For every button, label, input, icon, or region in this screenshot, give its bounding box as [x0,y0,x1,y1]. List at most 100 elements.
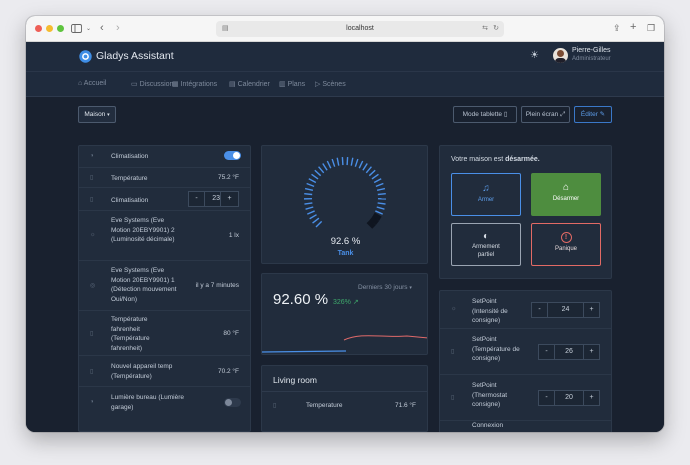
share-icon[interactable]: ⇪ [613,23,621,33]
gauge-tick [318,166,325,174]
setpoint-value[interactable]: 20 [554,390,584,406]
setpoint-row: ▯ SetPoint (Thermostat consigne) - 20 + [440,375,611,421]
user-name[interactable]: Pierre-Gilles [572,47,611,54]
nav-scenes[interactable]: ▷ Scènes [315,81,346,88]
setpoint-increment-button[interactable]: + [583,344,600,360]
gauge-tick [315,220,323,228]
gauge-tick [306,182,315,188]
period-select[interactable]: Derniers 30 jours ▾ [358,284,412,291]
setpoint-row: Connexion [472,422,504,429]
trend-change: 326% ↗ [333,299,359,306]
url-text: localhost [346,25,374,32]
avatar[interactable] [553,48,568,63]
nav-plans[interactable]: ▥ Plans [279,81,306,88]
house-select[interactable]: Maison ▾ [78,106,116,123]
nav-integrations[interactable]: ▦ Intégrations [172,81,218,88]
device-row: ▯ Température 75.2 °F [79,168,250,188]
toggle-icon: ◑ [90,153,94,159]
calendar-icon: ▤ [229,81,236,88]
gauge-tick [372,212,382,221]
home-icon: ⌂ [78,80,83,87]
climatisation-decrement-button[interactable]: - [188,191,205,207]
expand-icon: ⤢ [560,111,566,118]
user-role: Administrateur [572,56,611,62]
house-icon: ⌂ [562,182,570,193]
tab-overview-icon[interactable]: ❐ [647,23,656,33]
minimize-window-button[interactable] [46,25,53,32]
browser-toolbar: ⌄ ‹ › ▤ localhost ⇆ ↻ ⇪ + ❐ [26,16,664,42]
panic-button[interactable]: ! Panique [531,223,601,266]
translate-icon[interactable]: ⇆ [482,25,488,32]
fullscreen-button[interactable]: Plein écran ⤢ [521,106,570,123]
setpoint-decrement-button[interactable]: - [531,302,548,318]
light-sensor-icon: ☼ [90,232,96,238]
nav-calendrier[interactable]: ▤ Calendrier [229,81,270,88]
app-title[interactable]: Gladys Assistant [96,50,174,62]
intensity-icon: ☼ [451,306,457,312]
setpoint-value[interactable]: 26 [554,344,584,360]
device-row: ▯ Climatisation - 23 + [79,188,250,211]
gauge-tick [368,169,376,177]
reload-icon[interactable]: ↻ [493,25,499,32]
address-bar[interactable]: ▤ localhost ⇆ ↻ [216,21,504,37]
gauge-tick [373,178,382,184]
main-nav: ⌂ Accueil ▭ Discussion ▦ Intégrations ▤ … [26,72,664,97]
gauge-tick [341,157,344,166]
setpoint-decrement-button[interactable]: - [538,390,555,406]
gauge-tick [326,160,332,169]
setpoint-increment-button[interactable]: + [583,302,600,318]
nav-discussion[interactable]: ▭ Discussion [131,81,174,88]
back-arrow-icon[interactable]: ‹ [100,22,104,34]
gauge-tick [314,169,322,177]
sensor-label: Temperature [306,402,343,409]
thermometer-icon: ▯ [90,331,94,337]
trend-card: 92.60 % 326% ↗ Derniers 30 jours ▾ [261,273,428,355]
partial-arm-button[interactable]: ◐ Armement partiel [451,223,521,266]
sidebar-toggle-icon[interactable] [71,24,82,33]
setpoints-card: ☼ SetPoint (Intensité de consigne) - 24 … [439,290,612,432]
gauge-tick [366,219,376,229]
setpoint-row: ☼ SetPoint (Intensité de consigne) - 24 … [440,291,611,329]
gauge-tick [307,210,315,215]
setpoint-decrement-button[interactable]: - [538,344,555,360]
gauge-tick [375,182,384,188]
disarm-button[interactable]: ⌂ Désarmer [531,173,601,216]
forward-arrow-icon[interactable]: › [116,22,120,34]
climatisation-increment-button[interactable]: + [220,191,239,207]
device-row: ☼ Eve Systems (Eve Motion 20EBY9901) 2 (… [79,211,250,261]
chevron-down-icon[interactable]: ⌄ [86,26,92,32]
theme-sun-icon[interactable]: ☀ [530,50,539,61]
edit-icon: ✎ [599,111,606,118]
setpoint-value[interactable]: 24 [547,302,584,318]
browser-window: ⌄ ‹ › ▤ localhost ⇆ ↻ ⇪ + ❐ Gladys Assis… [26,16,664,432]
motion-sensor-icon: ◎ [90,283,96,289]
gauge-tick [365,166,372,174]
gauge-tick [377,202,386,205]
light-icon: ◑ [90,399,94,405]
sensor-value: 71.6 °F [394,402,416,409]
close-window-button[interactable] [35,25,42,32]
edit-button[interactable]: Éditer ✎ [574,106,612,123]
arm-button[interactable]: ♫ Armer [451,173,521,216]
gauge-tick [308,178,317,184]
tablet-mode-button[interactable]: Mode tablette ▯ [453,106,517,123]
climatisation-toggle[interactable] [224,151,241,160]
climatisation-value-input[interactable]: 23 [204,191,221,207]
thermometer-icon: ▯ [273,403,277,409]
gauge-tick [331,158,336,167]
tablet-icon: ▯ [503,111,508,118]
nav-accueil[interactable]: ⌂ Accueil [78,80,107,87]
setpoint-increment-button[interactable]: + [583,390,600,406]
caret-down-icon: ▾ [107,112,110,118]
alarm-status: Votre maison est désarmée. [451,156,540,163]
zoom-window-button[interactable] [57,25,64,32]
thermometer-icon: ▯ [90,197,94,203]
map-icon: ▥ [279,81,286,88]
device-row: ▯ Température fahrenheit (Température fa… [79,311,250,356]
gauge-tick [376,187,386,192]
chat-icon: ▭ [131,81,138,88]
gauge-tick [362,163,368,171]
thermometer-icon: ▯ [451,349,455,355]
new-tab-icon[interactable]: + [630,21,637,33]
lumiere-bureau-toggle[interactable] [224,398,241,407]
